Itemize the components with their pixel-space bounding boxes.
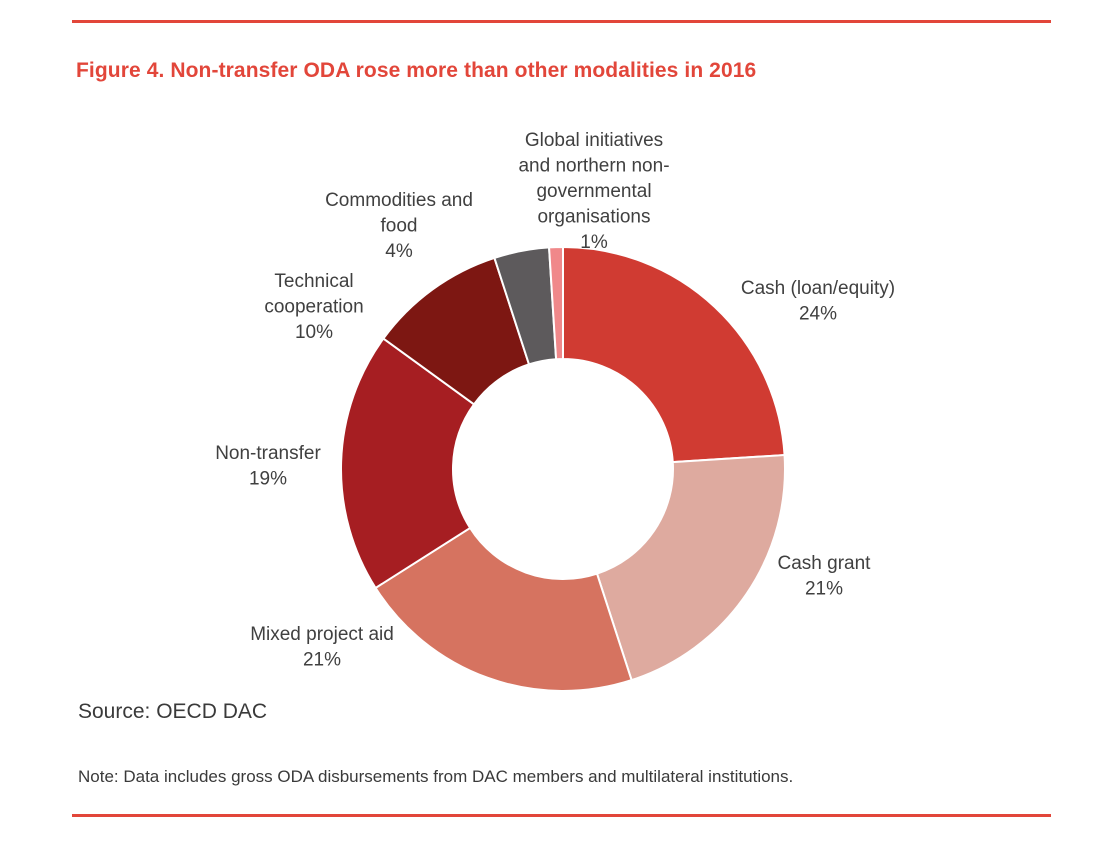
figure-title: Figure 4. Non-transfer ODA rose more tha… [76, 59, 757, 82]
slice-label: Cash grant 21% [778, 553, 872, 600]
bottom-rule [72, 814, 1051, 817]
slice-label-line: and northern non- [518, 156, 669, 177]
slice-label-line: Technical [274, 271, 353, 292]
slice-label: Commodities and food 4% [325, 190, 473, 262]
slice-percent: 21% [303, 650, 341, 671]
slice-label-line: Non-transfer [215, 443, 321, 464]
slice-label: Cash (loan/equity) 24% [741, 278, 895, 325]
footnote: Note: Data includes gross ODA disburseme… [78, 767, 794, 786]
slice-label: Mixed project aid 21% [250, 624, 394, 671]
donut-slice [340, 337, 476, 590]
slice-label: Non-transfer 19% [215, 443, 321, 490]
donut-slice [374, 526, 633, 692]
source-note: Source: OECD DAC [78, 700, 268, 723]
donut-slice [595, 454, 786, 682]
slice-label-line: Mixed project aid [250, 624, 394, 645]
slice-label: Technical cooperation 10% [264, 271, 363, 343]
slice-label-line: food [381, 216, 418, 237]
slice-percent: 19% [249, 469, 287, 490]
slice-label: Global initiatives and northern non-gover… [518, 130, 669, 253]
donut-slice [547, 245, 564, 361]
slice-percent: 4% [385, 241, 413, 262]
slice-label-line: Cash (loan/equity) [741, 278, 895, 299]
slice-label-line: Cash grant [778, 553, 872, 574]
slice-label-line: cooperation [264, 297, 363, 318]
slice-percent: 10% [295, 322, 333, 343]
slice-percent: 24% [799, 304, 837, 325]
slice-label-line: Commodities and [325, 190, 473, 211]
slice-label-line: organisations [537, 207, 650, 228]
slice-percent: 21% [805, 579, 843, 600]
donut-slice [562, 245, 786, 464]
slice-label-line: governmental [536, 181, 651, 202]
slice-percent: 1% [580, 232, 608, 253]
top-rule [72, 20, 1051, 23]
slice-label-line: Global initiatives [525, 130, 663, 151]
